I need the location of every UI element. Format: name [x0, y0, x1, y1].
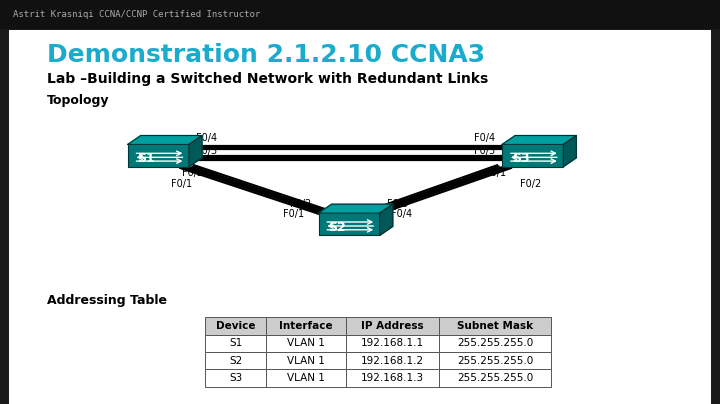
Text: 255.255.255.0: 255.255.255.0 — [457, 373, 533, 383]
FancyBboxPatch shape — [266, 317, 346, 335]
Polygon shape — [319, 204, 393, 213]
Text: F0/1: F0/1 — [171, 179, 192, 189]
FancyBboxPatch shape — [319, 213, 380, 235]
Text: VLAN 1: VLAN 1 — [287, 356, 325, 366]
Text: Astrit Krasniqi CCNA/CCNP Certified Instructor: Astrit Krasniqi CCNA/CCNP Certified Inst… — [13, 10, 260, 19]
Text: Addressing Table: Addressing Table — [47, 295, 167, 307]
FancyBboxPatch shape — [346, 335, 439, 352]
Polygon shape — [503, 136, 577, 145]
Text: Device: Device — [216, 321, 256, 331]
FancyBboxPatch shape — [346, 352, 439, 369]
FancyBboxPatch shape — [439, 317, 551, 335]
FancyBboxPatch shape — [205, 335, 266, 352]
Polygon shape — [128, 136, 202, 145]
Text: Demonstration 2.1.2.10 CCNA3: Demonstration 2.1.2.10 CCNA3 — [47, 42, 485, 67]
Text: F0/3: F0/3 — [387, 199, 408, 209]
Text: S1: S1 — [138, 152, 155, 165]
Text: 192.168.1.1: 192.168.1.1 — [361, 338, 424, 348]
Text: S2: S2 — [328, 221, 346, 234]
FancyBboxPatch shape — [266, 352, 346, 369]
Text: F0/1: F0/1 — [485, 168, 505, 177]
Text: F0/2: F0/2 — [521, 179, 541, 189]
Polygon shape — [563, 136, 577, 166]
Text: F0/4: F0/4 — [474, 133, 495, 143]
FancyBboxPatch shape — [205, 369, 266, 387]
Text: S2: S2 — [229, 356, 243, 366]
FancyBboxPatch shape — [9, 30, 711, 404]
Text: 255.255.255.0: 255.255.255.0 — [457, 338, 533, 348]
Text: F0/3: F0/3 — [196, 146, 217, 156]
FancyBboxPatch shape — [266, 369, 346, 387]
FancyBboxPatch shape — [346, 317, 439, 335]
Text: S3: S3 — [229, 373, 243, 383]
Text: F0/4: F0/4 — [196, 133, 217, 143]
FancyBboxPatch shape — [439, 352, 551, 369]
Text: S3: S3 — [512, 152, 529, 165]
FancyBboxPatch shape — [439, 335, 551, 352]
Polygon shape — [380, 204, 393, 235]
Polygon shape — [189, 136, 202, 166]
FancyBboxPatch shape — [439, 369, 551, 387]
FancyBboxPatch shape — [0, 0, 720, 29]
Text: F0/4: F0/4 — [390, 209, 412, 219]
Text: Topology: Topology — [47, 94, 109, 107]
Text: Interface: Interface — [279, 321, 333, 331]
Text: VLAN 1: VLAN 1 — [287, 338, 325, 348]
Text: Lab –Building a Switched Network with Redundant Links: Lab –Building a Switched Network with Re… — [47, 72, 488, 86]
Text: 192.168.1.3: 192.168.1.3 — [361, 373, 424, 383]
FancyBboxPatch shape — [205, 352, 266, 369]
Text: F0/1: F0/1 — [283, 209, 304, 219]
Text: 192.168.1.2: 192.168.1.2 — [361, 356, 424, 366]
Text: S1: S1 — [229, 338, 243, 348]
Text: F0/3: F0/3 — [474, 146, 495, 156]
FancyBboxPatch shape — [346, 369, 439, 387]
FancyBboxPatch shape — [266, 335, 346, 352]
FancyBboxPatch shape — [205, 317, 266, 335]
FancyBboxPatch shape — [503, 144, 563, 166]
Text: F0/2: F0/2 — [290, 199, 311, 209]
Text: VLAN 1: VLAN 1 — [287, 373, 325, 383]
Text: IP Address: IP Address — [361, 321, 423, 331]
Text: Subnet Mask: Subnet Mask — [457, 321, 533, 331]
Text: 255.255.255.0: 255.255.255.0 — [457, 356, 533, 366]
FancyBboxPatch shape — [128, 144, 189, 166]
Text: F0/2: F0/2 — [181, 168, 203, 177]
